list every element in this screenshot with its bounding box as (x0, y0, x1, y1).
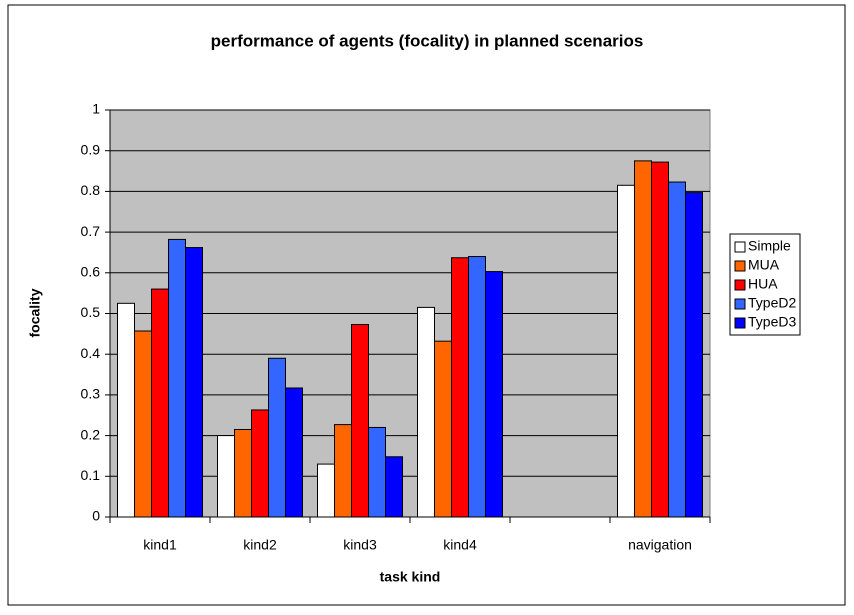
bar (685, 192, 703, 518)
bar (668, 181, 686, 518)
bar (417, 306, 435, 518)
bar (151, 288, 169, 518)
bar (468, 256, 486, 518)
x-tick-label: kind4 (443, 537, 477, 553)
bar (185, 247, 203, 518)
x-axis-title: task kind (380, 569, 441, 585)
bar (451, 257, 469, 518)
y-tick-label: 0.8 (81, 182, 101, 198)
legend-label: HUA (748, 276, 778, 292)
bar (368, 426, 386, 518)
legend-swatch (734, 260, 746, 272)
y-tick-label: 0.4 (81, 345, 101, 361)
y-axis-title: focality (27, 288, 43, 337)
bar (334, 424, 352, 518)
y-tick-label: 0.2 (81, 426, 101, 442)
legend-swatch (734, 241, 746, 253)
bar (134, 330, 152, 518)
legend-label: TypeD3 (748, 314, 796, 330)
bar (351, 323, 369, 518)
legend-swatch (734, 317, 746, 329)
bar (634, 160, 652, 518)
bar (651, 161, 669, 518)
x-tick-label: navigation (628, 537, 692, 553)
y-tick-label: 0.6 (81, 264, 101, 280)
bar (485, 271, 503, 518)
legend-label: MUA (748, 257, 780, 273)
bar (617, 184, 635, 518)
y-tick-label: 0.3 (81, 386, 101, 402)
y-tick-label: 0 (92, 508, 100, 524)
y-tick-label: 0.1 (81, 467, 101, 483)
legend-swatch (734, 279, 746, 291)
legend-swatch (734, 298, 746, 310)
y-tick-label: 0.5 (81, 304, 101, 320)
bar (317, 463, 335, 518)
legend-label: TypeD2 (748, 295, 796, 311)
bar (434, 340, 452, 518)
x-tick-label: kind2 (243, 537, 277, 553)
y-tick-label: 0.7 (81, 223, 101, 239)
bar (117, 302, 135, 518)
chart-title: performance of agents (focality) in plan… (211, 31, 644, 50)
y-tick-label: 0.9 (81, 141, 101, 157)
bar (251, 409, 269, 518)
bar (385, 456, 403, 518)
bar (285, 387, 303, 518)
x-tick-label: kind3 (343, 537, 377, 553)
bar (268, 357, 286, 518)
legend-label: Simple (748, 238, 791, 254)
bar (217, 435, 235, 518)
bar (234, 428, 252, 518)
y-tick-label: 1 (92, 101, 100, 117)
x-tick-label: kind1 (143, 537, 177, 553)
bar (168, 238, 186, 518)
